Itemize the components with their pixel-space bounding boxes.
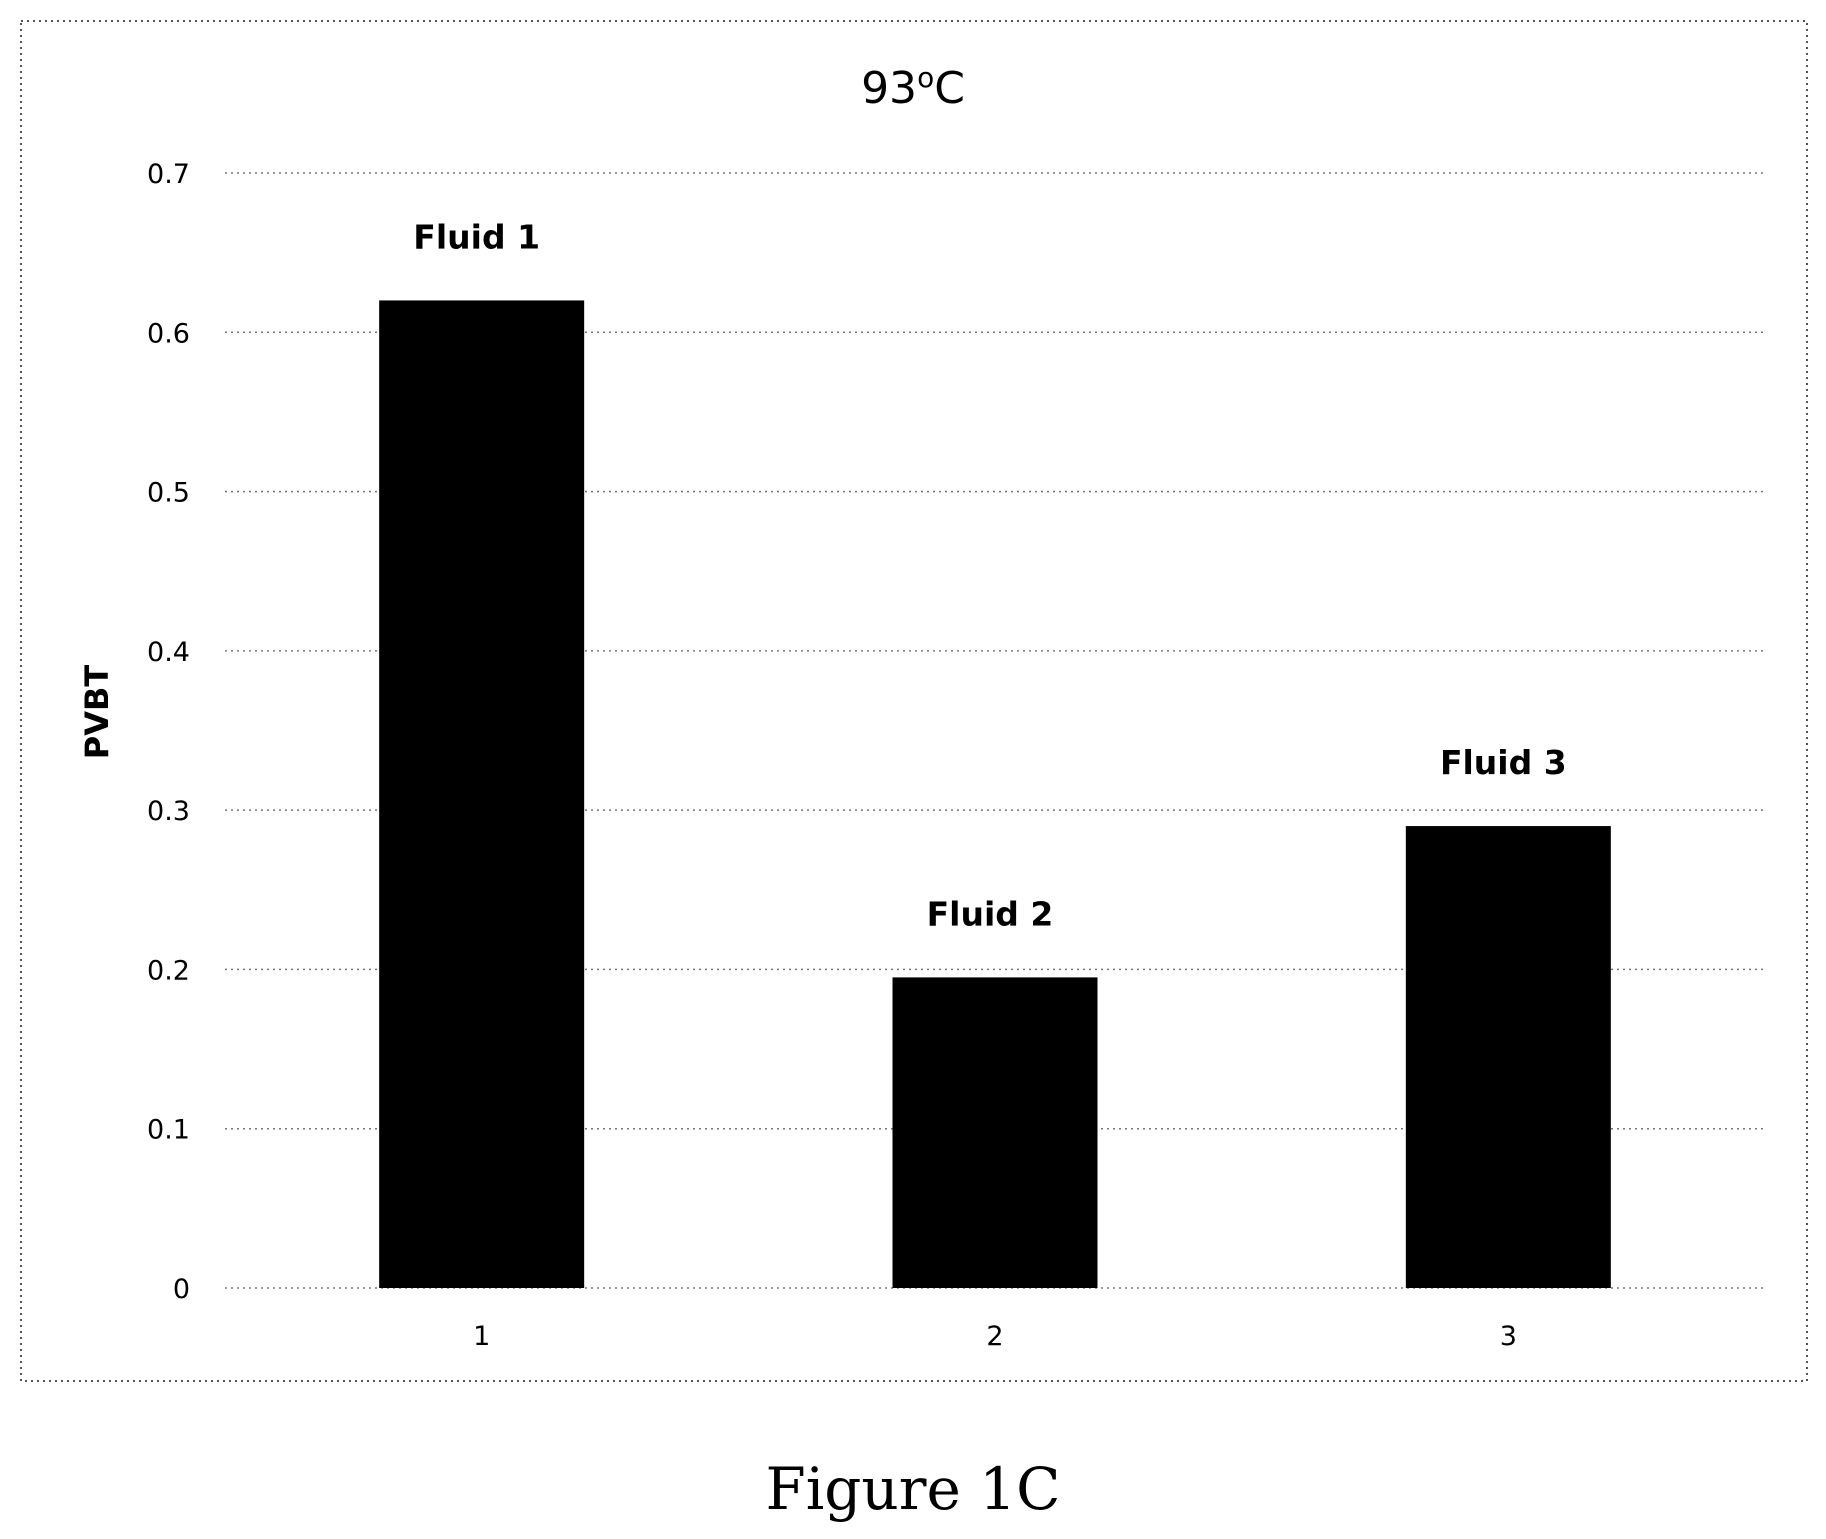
- bar-labels: Fluid 1 Fluid 2 Fluid 3: [413, 217, 1566, 933]
- y-axis-label: PVBT: [78, 665, 116, 760]
- y-tick-label: 0.3: [147, 796, 190, 827]
- y-axis-ticks: 0 0.1 0.2 0.3 0.4 0.5 0.6 0.7: [147, 159, 190, 1305]
- y-tick-label: 0.6: [147, 318, 190, 349]
- x-tick-label: 3: [1500, 1321, 1517, 1352]
- chart-title: 93oC: [861, 61, 965, 114]
- y-tick-label: 0: [173, 1274, 190, 1305]
- bars: [379, 300, 1611, 1288]
- bar-label: Fluid 1: [413, 217, 540, 256]
- y-tick-label: 0.2: [147, 955, 190, 986]
- bar-label: Fluid 3: [1440, 743, 1567, 782]
- bar: [379, 300, 585, 1288]
- bar: [892, 977, 1098, 1288]
- y-tick-label: 0.5: [147, 478, 190, 509]
- x-axis-ticks: 1 2 3: [473, 1321, 1517, 1352]
- figure-caption: Figure 1C: [765, 1455, 1060, 1523]
- bar-label: Fluid 2: [927, 894, 1054, 933]
- chart-title-main: 93: [861, 63, 917, 114]
- bar: [1405, 826, 1611, 1288]
- x-tick-label: 1: [473, 1321, 490, 1352]
- y-tick-label: 0.1: [147, 1115, 190, 1146]
- chart-border: [20, 20, 1808, 1382]
- x-tick-label: 2: [986, 1321, 1003, 1352]
- chart-title-unit: C: [934, 63, 965, 114]
- chart-title-superscript: o: [917, 61, 934, 94]
- y-tick-label: 0.4: [147, 637, 190, 668]
- y-tick-label: 0.7: [147, 159, 190, 190]
